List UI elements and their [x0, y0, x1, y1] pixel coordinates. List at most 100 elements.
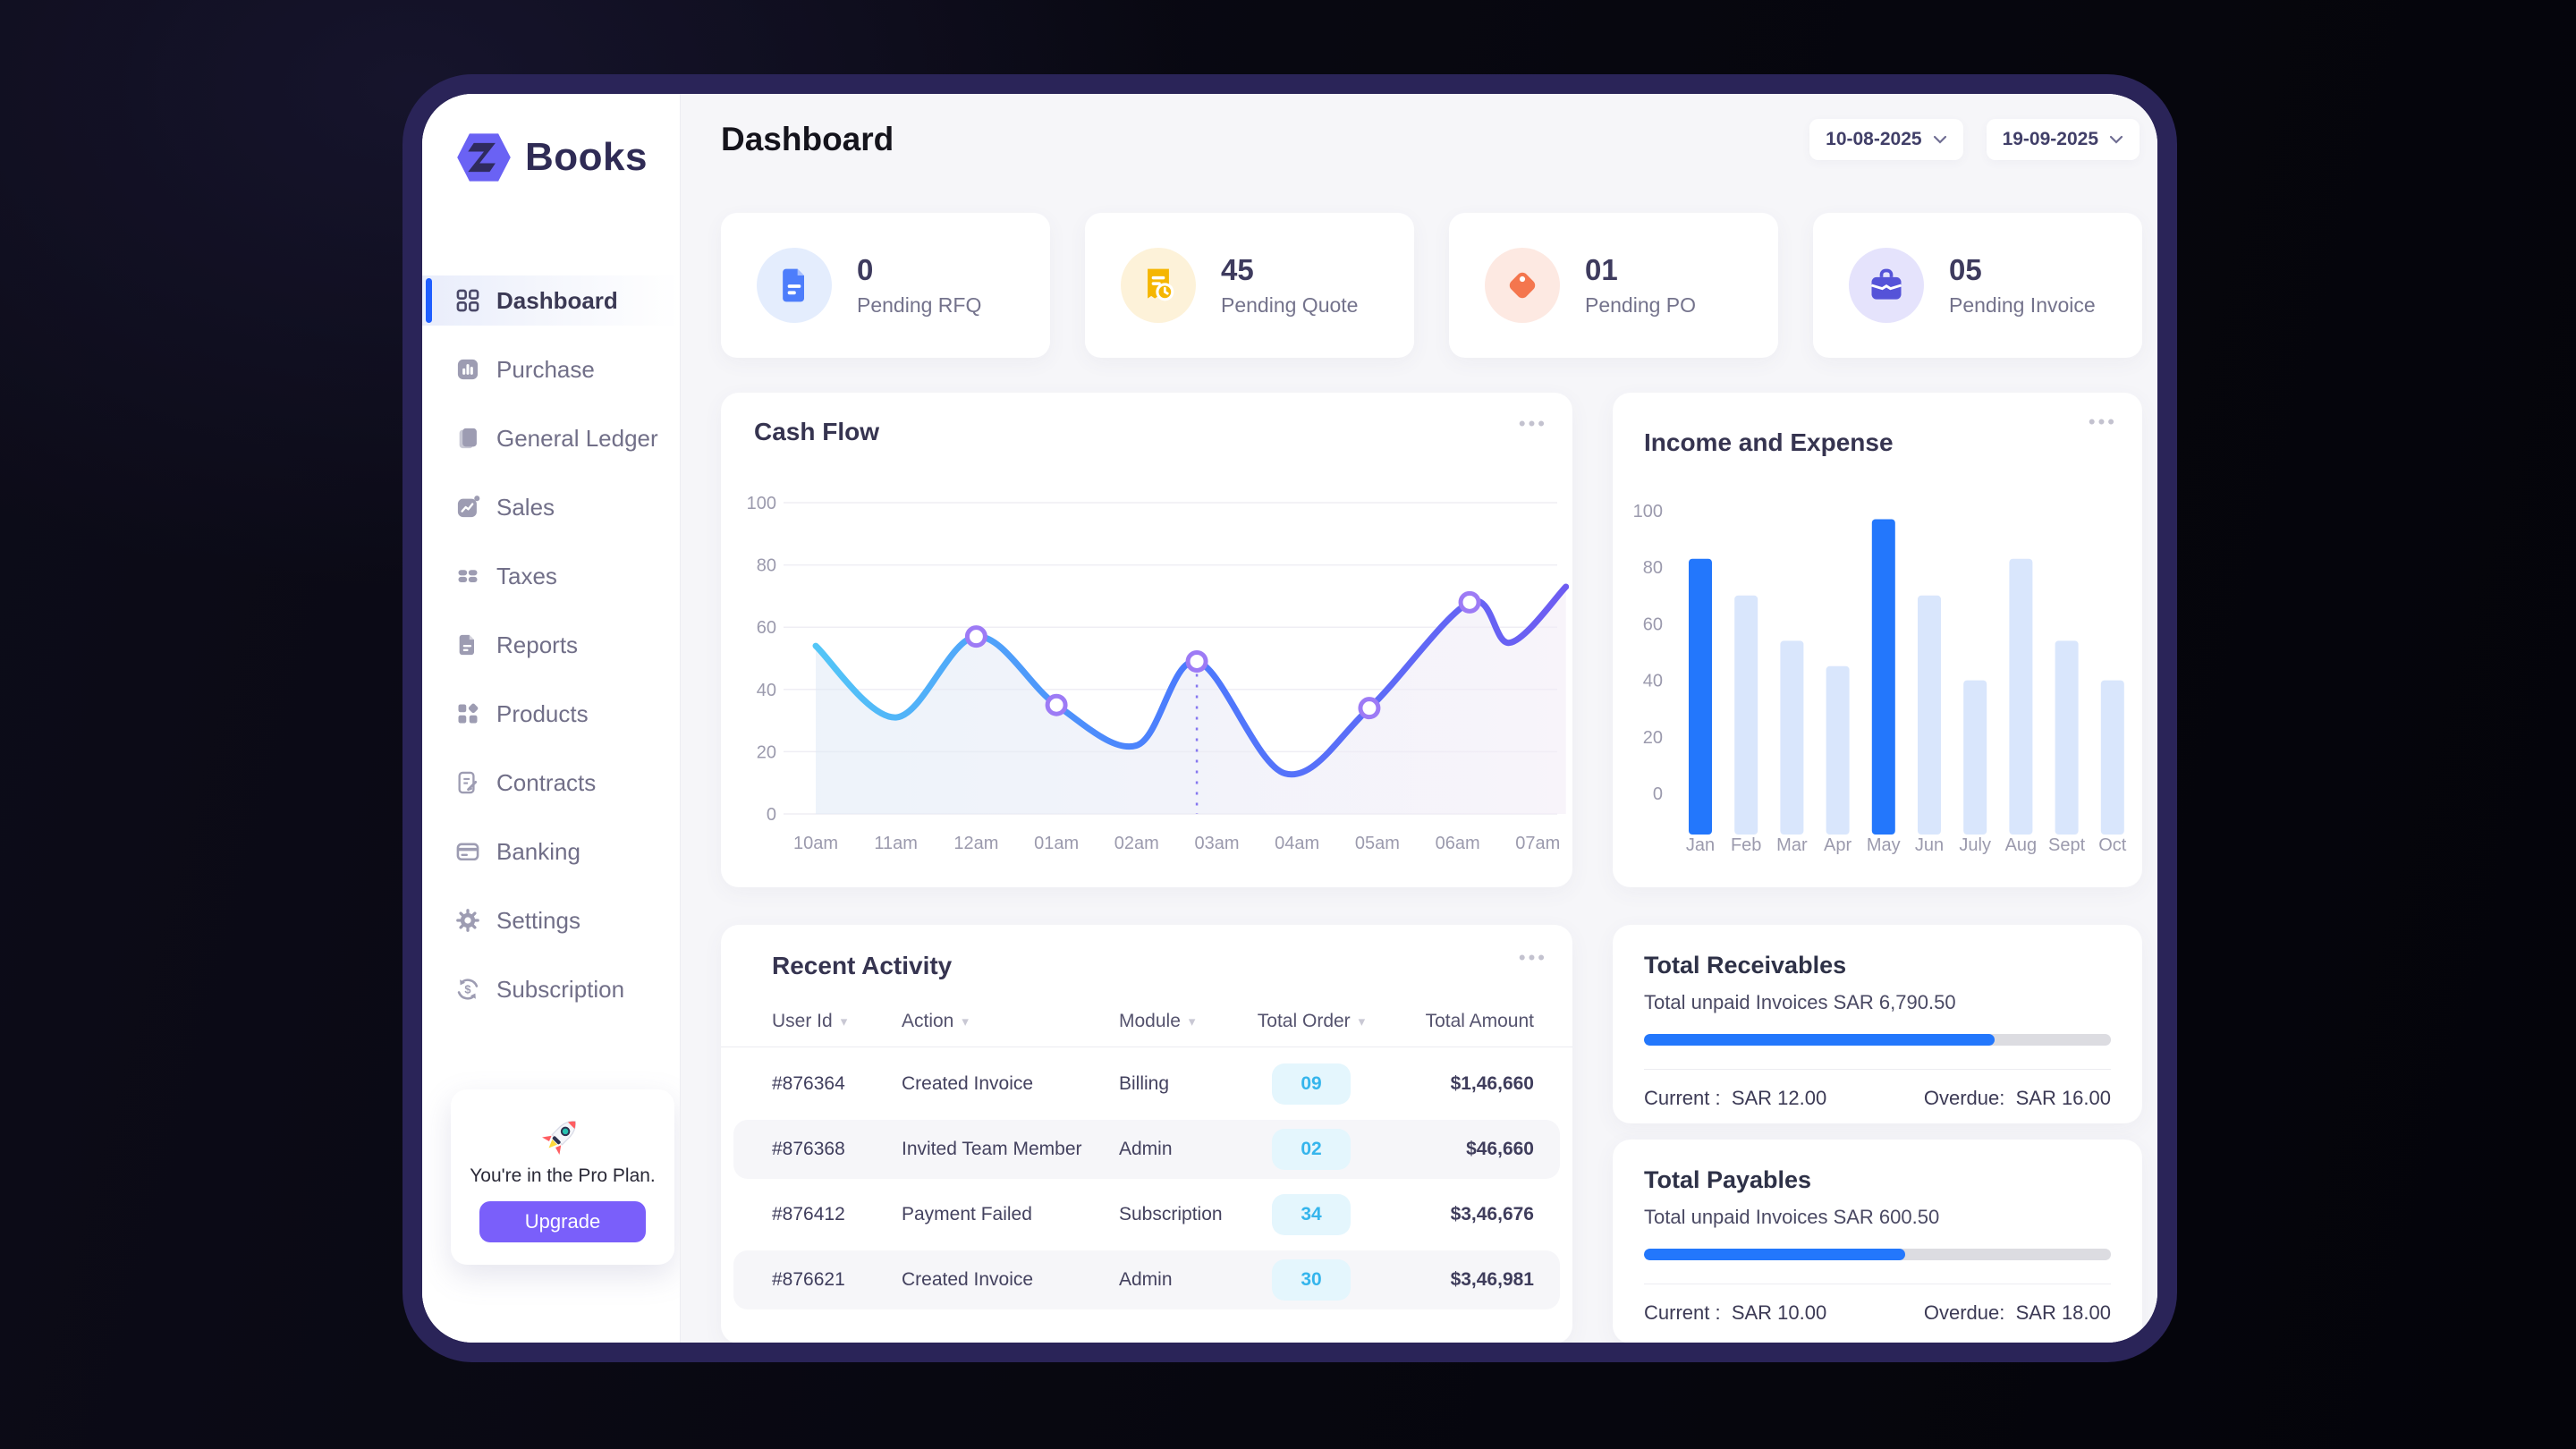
sidebar-item-dashboard[interactable]: Dashboard [422, 275, 680, 326]
column-header-action[interactable]: Action ▾ [902, 1011, 969, 1031]
table-row[interactable]: #876364 Created Invoice Billing 09 $1,46… [733, 1055, 1560, 1114]
receivables-subtitle: Total unpaid Invoices SAR 6,790.50 [1644, 991, 1956, 1013]
column-header-total-order[interactable]: Total Order ▾ [1257, 1011, 1366, 1031]
cash-flow-card: 0 20 40 60 80 100 10am 11am 12am 01am 02am 03am 04am… [721, 393, 1572, 887]
svg-text:Oct: Oct [2098, 835, 2127, 855]
column-header-user-id[interactable]: User Id ▾ [772, 1011, 848, 1031]
sidebar-item-general-ledger[interactable]: General Ledger [422, 413, 680, 463]
sidebar-item-label: Dashboard [496, 286, 618, 314]
svg-text:Mar: Mar [1776, 835, 1808, 855]
sidebar-item-taxes[interactable]: Taxes [422, 551, 680, 601]
receivables-progress-fill [1644, 1034, 1995, 1046]
taxes-icon [454, 563, 481, 589]
stat-value: 05 [1949, 253, 1982, 286]
svg-text:100: 100 [747, 494, 776, 513]
payables-progress-track [1644, 1249, 2111, 1260]
cell-module: Admin [1119, 1269, 1173, 1290]
rocket-icon [542, 1121, 576, 1155]
table-row[interactable]: #876412 Payment Failed Subscription 34 $… [733, 1185, 1560, 1244]
stat-label: Pending Invoice [1949, 293, 2096, 317]
sidebar-item-purchase[interactable]: Purchase [422, 344, 680, 394]
stat-label: Pending PO [1585, 293, 1697, 317]
column-header-module[interactable]: Module ▾ [1119, 1011, 1196, 1031]
income-expense-menu-icon[interactable]: ••• [2088, 411, 2117, 433]
date-from-value: 10-08-2025 [1826, 129, 1922, 149]
table-row[interactable]: #876621 Created Invoice Admin 30 $3,46,9… [733, 1250, 1560, 1309]
sort-arrow-icon: ▾ [840, 1014, 848, 1030]
total-order-badge: 34 [1272, 1194, 1351, 1235]
svg-text:Aug: Aug [2005, 835, 2038, 855]
sidebar-item-label: General Ledger [496, 424, 658, 452]
receivables-overdue: Overdue: SAR 16.00 [1923, 1087, 2111, 1109]
total-order-badge: 09 [1272, 1063, 1351, 1105]
svg-text:100: 100 [1633, 502, 1663, 521]
income-expense-card: 0 20 40 60 80 100 Jan Feb Mar Apr May Jun July Aug Sep… [1613, 393, 2142, 887]
sort-arrow-icon: ▾ [962, 1014, 969, 1030]
sidebar-item-label: Settings [496, 906, 580, 934]
sidebar-item-contracts[interactable]: Contracts [422, 758, 680, 808]
table-divider [721, 1046, 1572, 1047]
sidebar-item-banking[interactable]: Banking [422, 826, 680, 877]
svg-text:40: 40 [1643, 672, 1663, 691]
stat-value: 45 [1221, 253, 1254, 286]
svg-text:Apr: Apr [1824, 835, 1852, 855]
cash-flow-chart: 0 20 40 60 80 100 10am 11am 12am 01am 02am 03am 04am… [747, 494, 1570, 853]
cell-total-amount: $1,46,660 [1450, 1073, 1534, 1094]
bar-chart-icon [454, 356, 481, 383]
logo-z-icon [457, 133, 511, 182]
sidebar: Books Dashboard Purchase [422, 94, 680, 1343]
svg-text:11am: 11am [874, 834, 918, 853]
upgrade-button[interactable]: Upgrade [479, 1201, 646, 1242]
sidebar-nav: Dashboard Purchase General Ledger [422, 275, 680, 1033]
sales-trend-icon [454, 494, 481, 521]
receivables-progress-track [1644, 1034, 2111, 1046]
cell-module: Subscription [1119, 1204, 1223, 1224]
cell-action: Invited Team Member [902, 1139, 1082, 1159]
briefcase-icon [1849, 248, 1924, 323]
svg-text:60: 60 [757, 618, 776, 638]
cell-action: Created Invoice [902, 1269, 1034, 1290]
report-document-icon [454, 631, 481, 658]
svg-text:80: 80 [757, 556, 776, 576]
total-order-badge: 02 [1272, 1129, 1351, 1170]
svg-text:0: 0 [767, 805, 776, 825]
date-to-value: 19-09-2025 [2002, 129, 2098, 149]
stats-row: 0 Pending RFQ 45 Pending Quote [721, 213, 2142, 358]
contract-pen-icon [454, 769, 481, 796]
stat-label: Pending Quote [1221, 293, 1359, 317]
sidebar-item-label: Taxes [496, 562, 557, 589]
ledger-book-icon [454, 425, 481, 452]
stat-value: 01 [1585, 253, 1618, 286]
sidebar-item-subscription[interactable]: $ Subscription [422, 964, 680, 1014]
cell-total-amount: $46,660 [1466, 1139, 1534, 1159]
svg-text:07am: 07am [1515, 834, 1560, 853]
chevron-down-icon [1933, 135, 1946, 144]
cell-user-id: #876621 [772, 1269, 845, 1290]
svg-text:03am: 03am [1194, 834, 1239, 853]
tag-icon [1485, 248, 1560, 323]
svg-text:60: 60 [1643, 614, 1663, 634]
cash-flow-menu-icon[interactable]: ••• [1518, 412, 1547, 435]
cell-user-id: #876364 [772, 1073, 845, 1094]
income-expense-title: Income and Expense [1644, 428, 1894, 456]
receivables-current: Current : SAR 12.00 [1644, 1087, 1827, 1109]
sidebar-item-sales[interactable]: Sales [422, 482, 680, 532]
date-from-picker[interactable]: 10-08-2025 [1809, 119, 1963, 160]
table-row[interactable]: #876368 Invited Team Member Admin 02 $46… [733, 1120, 1560, 1179]
date-range: 10-08-2025 19-09-2025 [1809, 119, 2140, 160]
cell-action: Payment Failed [902, 1204, 1032, 1224]
sidebar-item-settings[interactable]: Settings [422, 895, 680, 945]
app-window: Books Dashboard Purchase [402, 74, 2177, 1362]
date-to-picker[interactable]: 19-09-2025 [1986, 119, 2140, 160]
svg-text:04am: 04am [1275, 834, 1319, 853]
payables-overdue: Overdue: SAR 18.00 [1923, 1301, 2111, 1324]
recent-activity-menu-icon[interactable]: ••• [1518, 946, 1547, 969]
svg-text:05am: 05am [1355, 834, 1400, 853]
credit-card-icon [454, 838, 481, 865]
stat-card-pending-po: 01 Pending PO [1449, 213, 1778, 358]
sidebar-item-products[interactable]: Products [422, 689, 680, 739]
divider [1644, 1069, 2111, 1070]
cell-module: Admin [1119, 1139, 1173, 1159]
sidebar-item-reports[interactable]: Reports [422, 620, 680, 670]
stat-card-pending-invoice: 05 Pending Invoice [1813, 213, 2142, 358]
